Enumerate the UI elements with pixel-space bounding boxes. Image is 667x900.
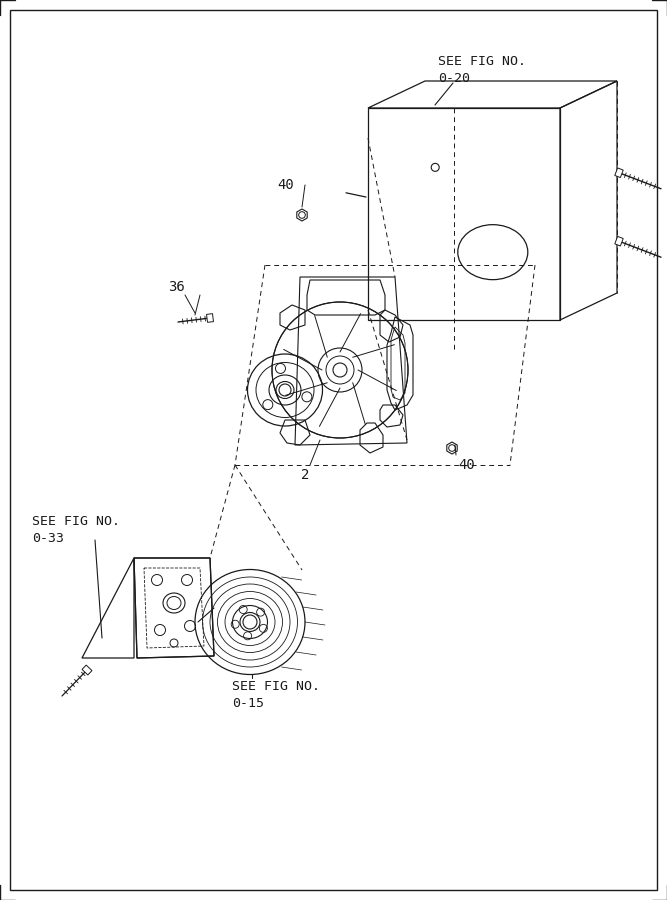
Polygon shape — [207, 314, 213, 322]
Text: 0-15: 0-15 — [232, 697, 264, 710]
Circle shape — [272, 302, 408, 438]
Text: 0-20: 0-20 — [438, 72, 470, 85]
Polygon shape — [615, 237, 623, 246]
Polygon shape — [82, 665, 92, 675]
Text: SEE FIG NO.: SEE FIG NO. — [232, 680, 320, 693]
Text: SEE FIG NO.: SEE FIG NO. — [438, 55, 526, 68]
Text: 0-33: 0-33 — [32, 532, 64, 545]
Text: 40: 40 — [277, 178, 294, 192]
Polygon shape — [134, 558, 214, 658]
Polygon shape — [297, 209, 307, 221]
Text: 40: 40 — [458, 458, 475, 472]
Text: SEE FIG NO.: SEE FIG NO. — [32, 515, 120, 528]
Text: 36: 36 — [168, 280, 185, 294]
Polygon shape — [615, 168, 623, 177]
Polygon shape — [447, 442, 457, 454]
Text: 2: 2 — [301, 468, 309, 482]
